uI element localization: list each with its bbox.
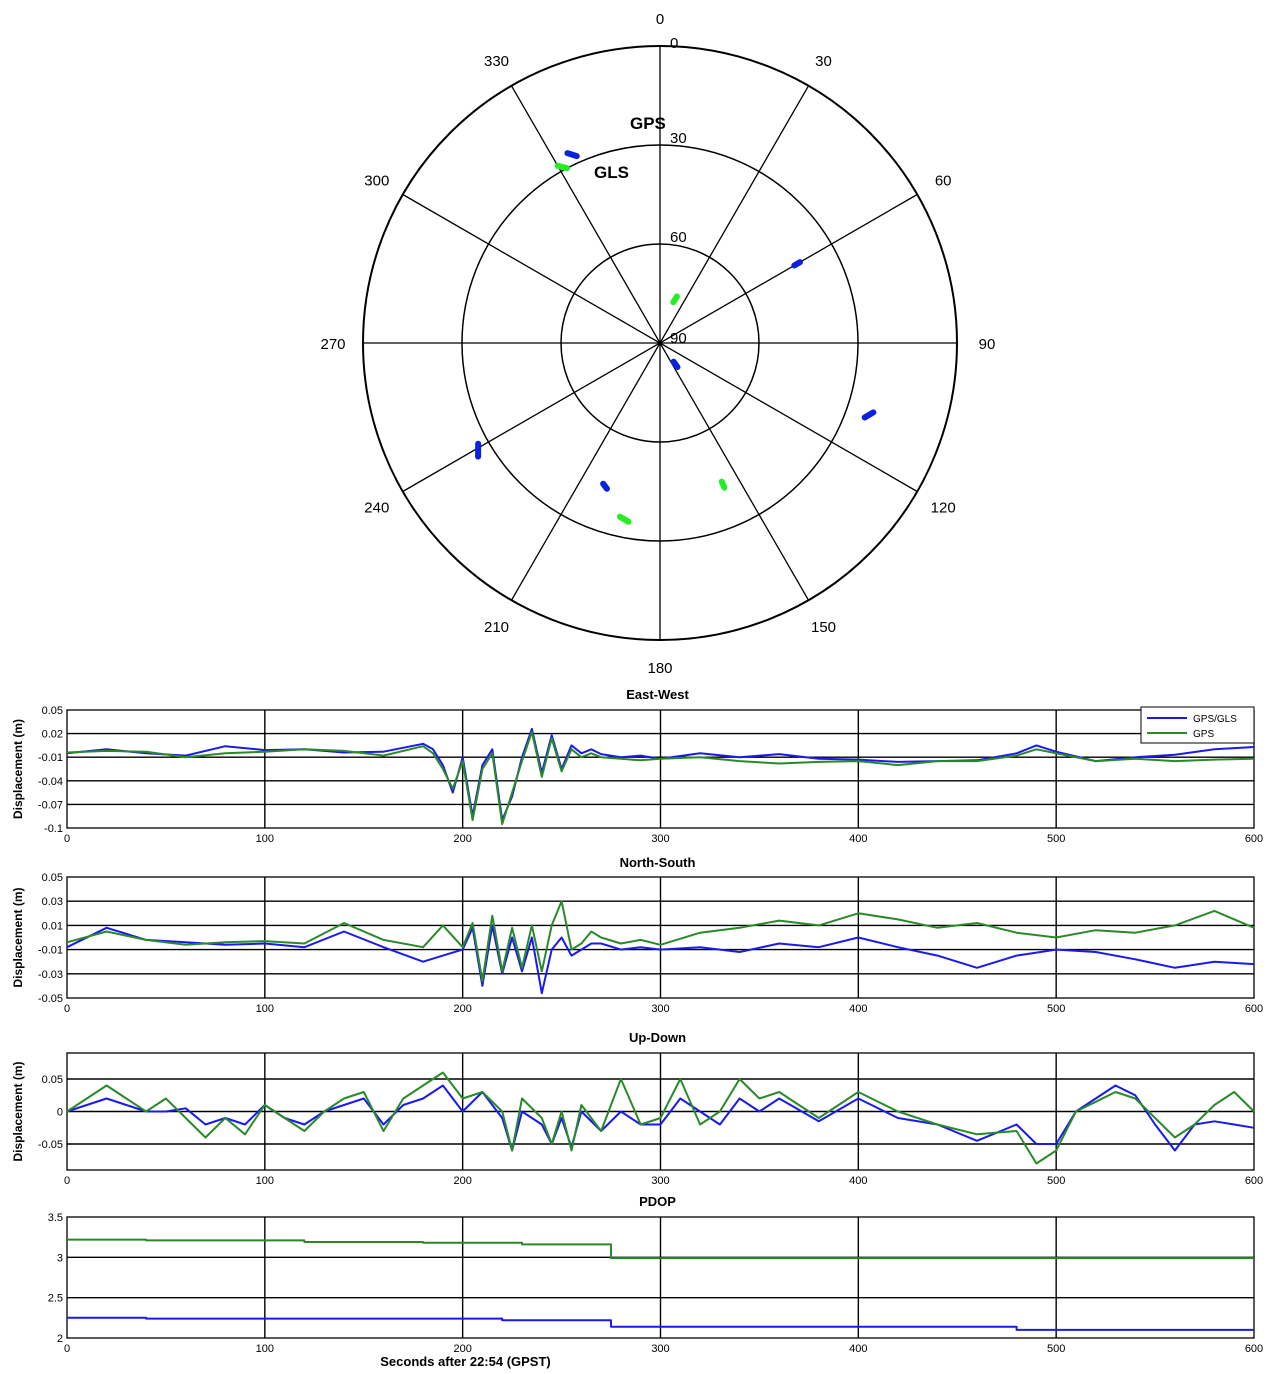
series-gps-gls-line [67, 1316, 1254, 1331]
x-tick-label: 600 [1245, 1003, 1263, 1015]
y-tick-label: -0.03 [38, 969, 63, 981]
x-tick-label: 600 [1245, 1175, 1263, 1187]
x-tick-label: 300 [651, 833, 669, 845]
x-tick-label: 600 [1245, 1343, 1263, 1355]
x-tick-label: 500 [1047, 833, 1065, 845]
x-tick-label: 300 [651, 1003, 669, 1015]
x-tick-label: 500 [1047, 1175, 1065, 1187]
subplot-ns: 0 100 200 300 400 500 600 0.05 0.03 0.01 -0.01 -0.0… [11, 855, 1263, 1015]
x-tick-label: 400 [849, 833, 867, 845]
series-gps-line [66, 731, 1255, 826]
y-tick-label: -0.01 [38, 945, 63, 957]
y-tick-label: 0.05 [42, 1074, 63, 1086]
legend-label: GPS/GLS [1193, 714, 1237, 725]
legend: GPS/GLS GPS [1140, 706, 1255, 744]
series-gps-gls-line [66, 924, 1255, 995]
gls-satellite-track [718, 478, 728, 491]
subplot-title: Up-Down [629, 1030, 686, 1045]
series-gps-line [66, 900, 1255, 983]
gps-satellite-track [670, 358, 681, 371]
subplot-ew: 0 100 200 300 400 500 600 0.05 0.02 -0.01 -0.04 -0.… [11, 687, 1263, 845]
skyplot-elevation-label: 0 [670, 35, 678, 52]
skyplot-azimuth-label: 330 [484, 53, 509, 70]
y-tick-label: 3.5 [48, 1212, 63, 1224]
x-tick-label: 100 [256, 1343, 274, 1355]
y-tick-label: -0.04 [38, 776, 63, 788]
x-tick-label: 200 [453, 833, 471, 845]
subplot-title: North-South [620, 855, 696, 870]
x-tick-label: 100 [256, 1175, 274, 1187]
gls-satellite-track [670, 293, 680, 306]
x-tick-label: 400 [849, 1343, 867, 1355]
x-tick-label: 500 [1047, 1343, 1065, 1355]
x-tick-label: 300 [651, 1175, 669, 1187]
x-tick-label: 300 [651, 1343, 669, 1355]
x-axis-label: Seconds after 22:54 (GPST) [380, 1354, 551, 1369]
y-tick-label: 0.02 [42, 729, 63, 741]
y-axis-label: Displacement (m) [11, 719, 25, 819]
skyplot-azimuth-label: 210 [484, 619, 509, 636]
skyplot-azimuth-label: 90 [979, 336, 996, 353]
x-tick-label: 400 [849, 1003, 867, 1015]
x-tick-label: 100 [256, 833, 274, 845]
series-gps-line [67, 1238, 1254, 1260]
skyplot-azimuth-label: 270 [320, 336, 345, 353]
x-tick-label: 0 [64, 1003, 70, 1015]
gps-satellite-track [564, 150, 580, 160]
skyplot-azimuth-label: 240 [364, 500, 389, 517]
y-tick-label: 0.03 [42, 896, 63, 908]
x-tick-label: 400 [849, 1175, 867, 1187]
skyplot-azimuth-label: 150 [811, 619, 836, 636]
series-gps-line [66, 1071, 1255, 1165]
skyplot-azimuth-label: 0 [656, 11, 664, 28]
skyplot: 0 30 60 90 120 150 180 210 240 270 300 330 0 30 60 90 GP… [320, 11, 995, 677]
skyplot-elevation-label: 60 [670, 229, 687, 246]
x-tick-label: 0 [64, 1343, 70, 1355]
skyplot-azimuth-label: 180 [647, 660, 672, 677]
subplot-title: East-West [626, 687, 689, 702]
x-tick-label: 200 [453, 1003, 471, 1015]
y-tick-label: -0.01 [38, 752, 63, 764]
x-tick-label: 0 [64, 1175, 70, 1187]
subplot-ud: 0 100 200 300 400 500 600 0.05 0 -0.05 Up-Down Disp… [11, 1030, 1263, 1187]
x-tick-label: 600 [1245, 833, 1263, 845]
subplot-pdop: 0 100 200 300 400 500 600 3.5 3 2.5 2 PDOP Seconds a… [48, 1194, 1263, 1369]
skyplot-azimuth-label: 120 [931, 500, 956, 517]
x-tick-label: 500 [1047, 1003, 1065, 1015]
y-axis-label: Displacement (m) [11, 887, 25, 987]
y-tick-label: -0.1 [44, 823, 63, 835]
y-tick-label: 0 [57, 1107, 63, 1119]
gps-satellite-track [600, 480, 610, 492]
y-axis-label: Displacement (m) [11, 1061, 25, 1161]
skyplot-elevation-label: 30 [670, 130, 687, 147]
gps-satellite-track [861, 409, 877, 421]
skyplot-azimuth-label: 30 [815, 53, 832, 70]
y-tick-label: 0.05 [42, 705, 63, 717]
x-tick-label: 100 [256, 1003, 274, 1015]
skyplot-elevation-label: 90 [670, 330, 687, 347]
gls-satellite-track [616, 513, 632, 525]
gls-satellite-track [554, 162, 571, 172]
skyplot-spoke [510, 85, 810, 601]
gps-satellite-track [791, 259, 804, 269]
legend-label: GPS [1193, 729, 1214, 740]
skyplot-azimuth-label: 300 [364, 173, 389, 190]
legend-box [1140, 706, 1255, 744]
skyplot-gps-annotation: GPS [630, 114, 666, 133]
y-tick-label: 3 [57, 1252, 63, 1264]
x-tick-label: 200 [453, 1343, 471, 1355]
subplot-title: PDOP [639, 1194, 676, 1209]
skyplot-azimuth-label: 60 [935, 173, 952, 190]
y-tick-label: 2 [57, 1333, 63, 1345]
y-tick-label: -0.05 [38, 1139, 63, 1151]
y-tick-label: 2.5 [48, 1293, 63, 1305]
skyplot-gls-annotation: GLS [594, 163, 629, 182]
y-tick-label: 0.05 [42, 872, 63, 884]
y-tick-label: -0.05 [38, 993, 63, 1005]
x-tick-label: 200 [453, 1175, 471, 1187]
y-tick-label: 0.01 [42, 920, 63, 932]
y-tick-label: -0.07 [38, 799, 63, 811]
x-tick-label: 0 [64, 833, 70, 845]
